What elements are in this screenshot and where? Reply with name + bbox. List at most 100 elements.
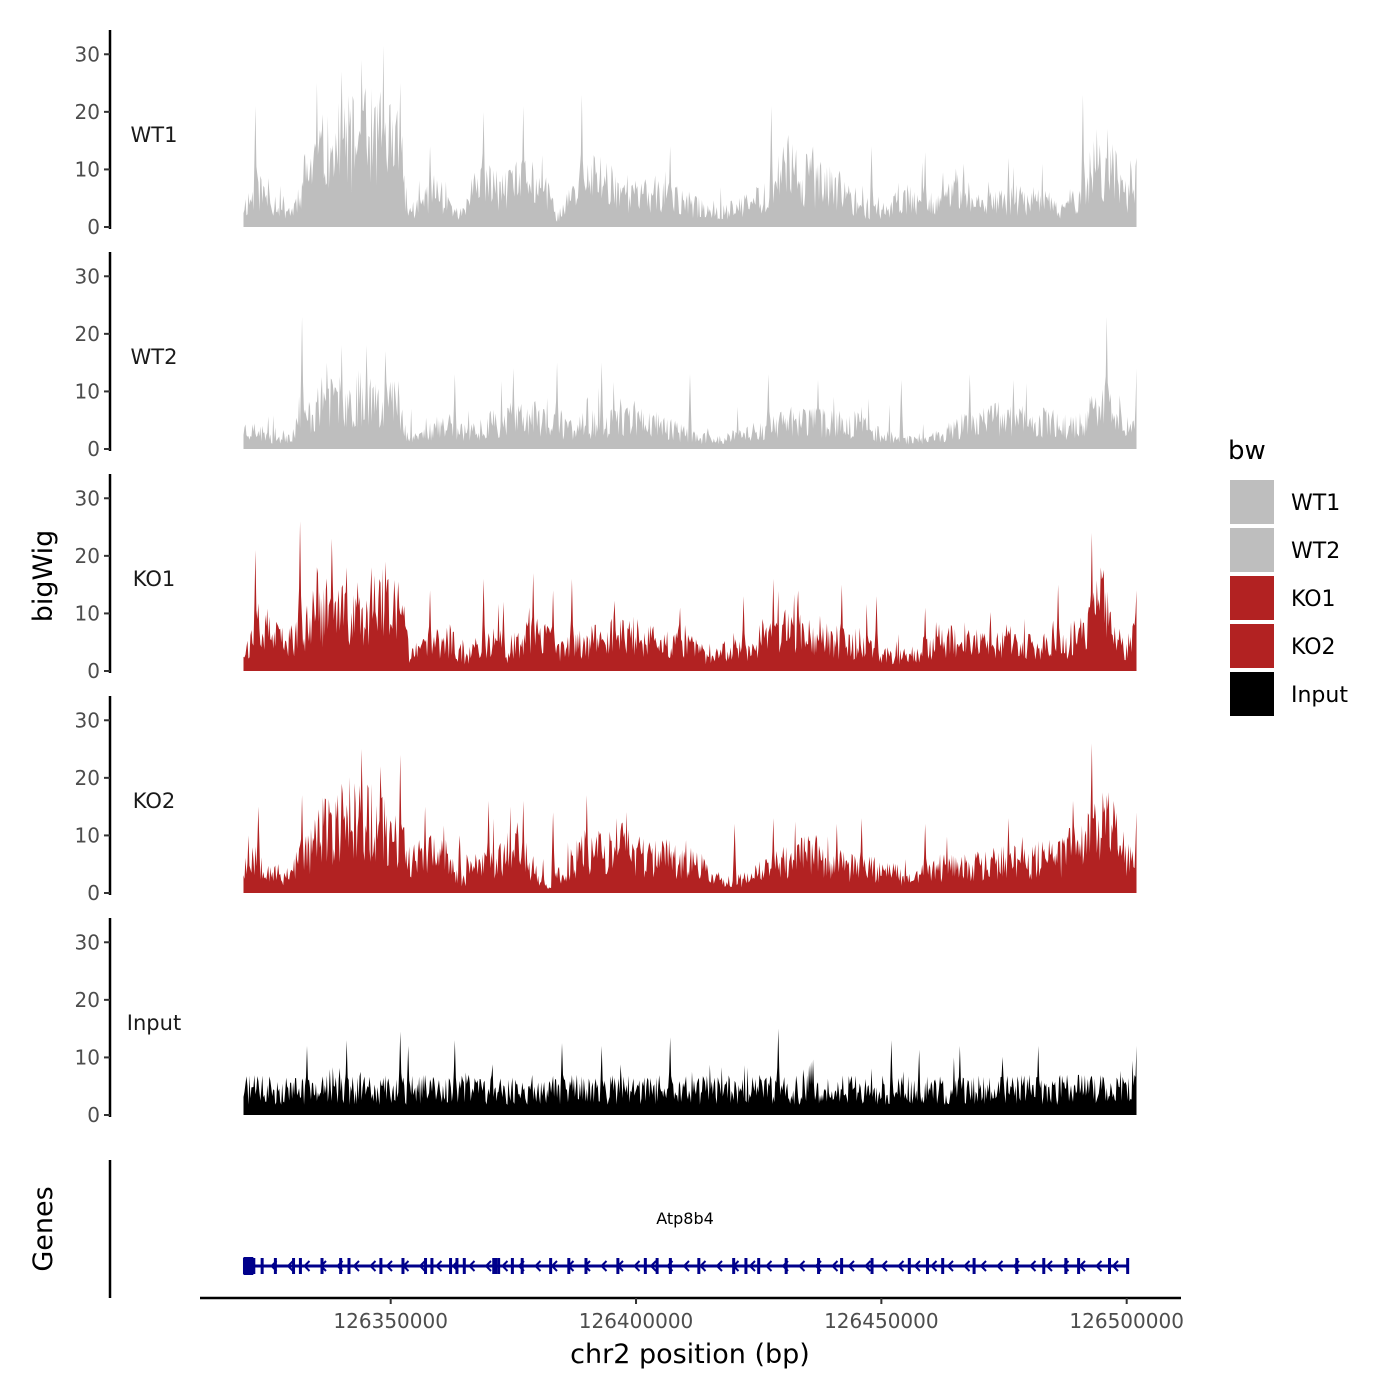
- exon: [655, 1258, 659, 1274]
- legend-label-ko2: KO2: [1291, 635, 1336, 660]
- exon: [744, 1258, 748, 1274]
- track-ko1: 0 10 20 30 KO1: [75, 474, 1137, 683]
- y-tick-label: 20: [75, 988, 100, 1012]
- strand-arrow: [880, 1260, 888, 1272]
- track-label: Input: [127, 1011, 181, 1035]
- x-tick-label: 126350000: [333, 1309, 448, 1333]
- y-tick-label: 30: [75, 930, 100, 954]
- strand-arrow: [979, 1260, 987, 1272]
- legend-title: bw: [1228, 436, 1266, 466]
- legend-key-wt2: [1230, 528, 1274, 572]
- strand-arrow: [831, 1260, 839, 1272]
- track-ko2: 0 10 20 30 KO2: [75, 696, 1137, 905]
- exon: [260, 1258, 264, 1274]
- exon: [972, 1258, 976, 1274]
- track-wt2: 0 10 20 30 WT2: [75, 252, 1137, 461]
- exon: [668, 1258, 672, 1274]
- genes-panel: Atp8b4: [108, 1160, 1130, 1298]
- exon: [840, 1258, 844, 1274]
- strand-arrow: [715, 1260, 723, 1272]
- strand-arrow: [699, 1260, 707, 1272]
- x-tick-label: 126400000: [579, 1309, 694, 1333]
- exon: [320, 1258, 324, 1274]
- legend-label-ko1: KO1: [1291, 587, 1336, 612]
- exon: [1015, 1258, 1019, 1274]
- exon: [379, 1258, 383, 1274]
- strand-arrow: [946, 1260, 954, 1272]
- exon: [616, 1258, 620, 1274]
- strand-arrow: [963, 1260, 971, 1272]
- exon: [497, 1258, 501, 1274]
- exon: [941, 1258, 945, 1274]
- exon: [870, 1258, 874, 1274]
- y-tick-label: 0: [87, 881, 100, 905]
- exon: [732, 1258, 736, 1274]
- track-label: WT1: [131, 123, 178, 147]
- coverage-tracks: 0 10 20 30 WT1 0 10 20 30 WT2 0 10 20 30 KO1 0 10 20 30 KO2…: [75, 30, 1137, 1127]
- strand-arrow: [435, 1260, 443, 1272]
- y-axis-title: bigWig: [28, 530, 59, 623]
- strand-arrow: [1111, 1260, 1119, 1272]
- strand-arrow: [913, 1260, 921, 1272]
- strand-arrow: [352, 1260, 360, 1272]
- y-tick-label: 20: [75, 322, 100, 346]
- strand-arrow: [385, 1260, 393, 1272]
- exon: [1108, 1258, 1112, 1274]
- legend-key-input: [1230, 672, 1274, 716]
- coverage-area-wt1: [243, 45, 1137, 227]
- exon: [1042, 1258, 1046, 1274]
- track-input: 0 10 20 30 Input: [75, 918, 1137, 1127]
- exon: [252, 1258, 256, 1274]
- y-tick-label: 30: [75, 486, 100, 510]
- strand-arrow: [369, 1260, 377, 1272]
- exon: [347, 1258, 351, 1274]
- track-label: KO2: [133, 789, 176, 813]
- exon: [1126, 1258, 1130, 1274]
- y-tick-label: 10: [75, 157, 100, 181]
- strand-arrow: [765, 1260, 773, 1272]
- strand-arrow: [897, 1260, 905, 1272]
- coverage-area-input: [243, 1028, 1137, 1115]
- exon: [1064, 1258, 1068, 1274]
- exon: [907, 1258, 911, 1274]
- strand-arrow: [649, 1260, 657, 1272]
- exon: [401, 1258, 405, 1274]
- track-label: WT2: [131, 345, 178, 369]
- legend-label-wt1: WT1: [1291, 491, 1340, 516]
- strand-arrow: [534, 1260, 542, 1272]
- exon: [424, 1258, 428, 1274]
- strand-arrow: [1095, 1260, 1103, 1272]
- strand-arrow: [468, 1260, 476, 1272]
- strand-arrow: [286, 1260, 294, 1272]
- x-tick-label: 126500000: [1069, 1309, 1184, 1333]
- exon: [643, 1258, 647, 1274]
- legend-key-wt1: [1230, 480, 1274, 524]
- strand-arrow: [930, 1260, 938, 1272]
- exon: [757, 1258, 761, 1274]
- strand-arrow: [484, 1260, 492, 1272]
- exon: [449, 1258, 453, 1274]
- x-tick-label: 126450000: [824, 1309, 939, 1333]
- strand-arrow: [501, 1260, 509, 1272]
- gene-atp8b4: Atp8b4: [242, 1209, 1130, 1275]
- exon: [298, 1258, 302, 1274]
- x-axis: 126350000 126400000 126450000 126500000: [200, 1296, 1184, 1333]
- strand-arrow: [847, 1260, 855, 1272]
- strand-arrow: [600, 1260, 608, 1272]
- y-tick-label: 20: [75, 544, 100, 568]
- y-tick-label: 10: [75, 823, 100, 847]
- y-tick-label: 0: [87, 437, 100, 461]
- legend-key-ko2: [1230, 624, 1274, 668]
- y-tick-label: 30: [75, 708, 100, 732]
- exon: [784, 1258, 788, 1274]
- y-tick-label: 10: [75, 379, 100, 403]
- y-tick-label: 0: [87, 215, 100, 239]
- exon: [494, 1258, 498, 1274]
- exon: [339, 1258, 343, 1274]
- strand-arrow: [798, 1260, 806, 1272]
- legend-key-ko1: [1230, 576, 1274, 620]
- exon: [817, 1258, 821, 1274]
- y-tick-label: 20: [75, 766, 100, 790]
- strand-arrow: [1045, 1260, 1053, 1272]
- x-axis-title: chr2 position (bp): [570, 1339, 810, 1370]
